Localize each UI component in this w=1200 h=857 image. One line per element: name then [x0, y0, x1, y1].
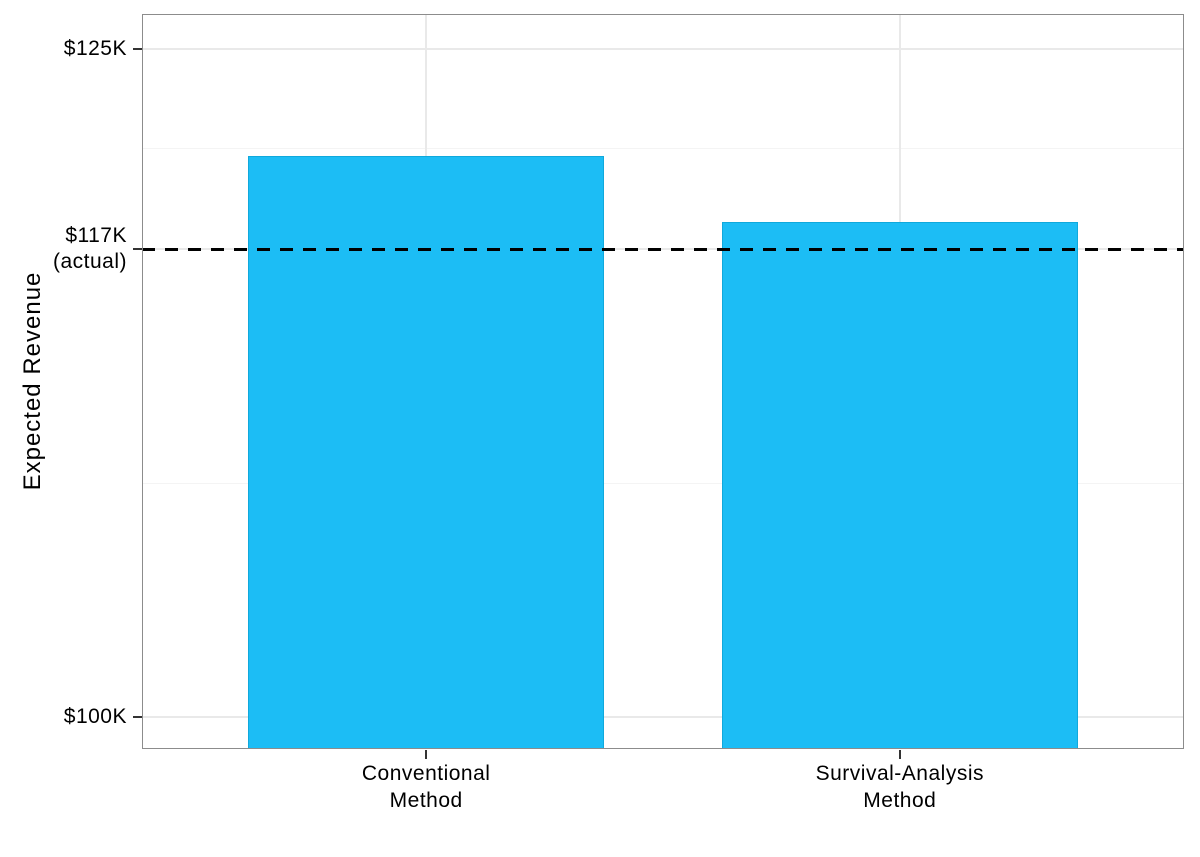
- y-axis-title: Expected Revenue: [19, 271, 46, 491]
- x-axis-tick: [425, 750, 428, 759]
- x-tick-label-line: Method: [863, 789, 937, 812]
- plot-panel: [142, 14, 1184, 749]
- x-tick-label-line: Conventional: [361, 762, 491, 785]
- y-major-gridline: [142, 715, 1184, 718]
- y-minor-gridline: [142, 482, 1184, 484]
- x-tick-label-line: Survival-Analysis: [815, 762, 984, 785]
- y-minor-gridline: [142, 148, 1184, 150]
- y-tick-label-line: $125K: [63, 36, 127, 60]
- x-tick-label: Survival-Analysis Method: [750, 760, 1050, 814]
- y-axis-tick: [133, 715, 142, 718]
- y-tick-label-line: $117K: [65, 224, 127, 248]
- bar-survival-analysis-method: [721, 222, 1078, 749]
- y-tick-label-line: $100K: [63, 704, 127, 728]
- reference-line-actual: [142, 247, 1184, 251]
- x-axis-tick: [898, 750, 901, 759]
- y-tick-label-line: (actual): [52, 250, 127, 274]
- x-tick-label-line: Method: [389, 789, 463, 812]
- y-tick-label: $100K: [0, 704, 127, 730]
- bar-conventional-method: [248, 155, 605, 749]
- y-major-gridline: [142, 47, 1184, 50]
- y-tick-label: $125K: [0, 36, 127, 62]
- x-tick-label: Conventional Method: [276, 760, 576, 814]
- y-axis-tick: [133, 47, 142, 50]
- y-tick-label: $117K (actual): [0, 223, 127, 275]
- y-axis-tick: [133, 248, 142, 251]
